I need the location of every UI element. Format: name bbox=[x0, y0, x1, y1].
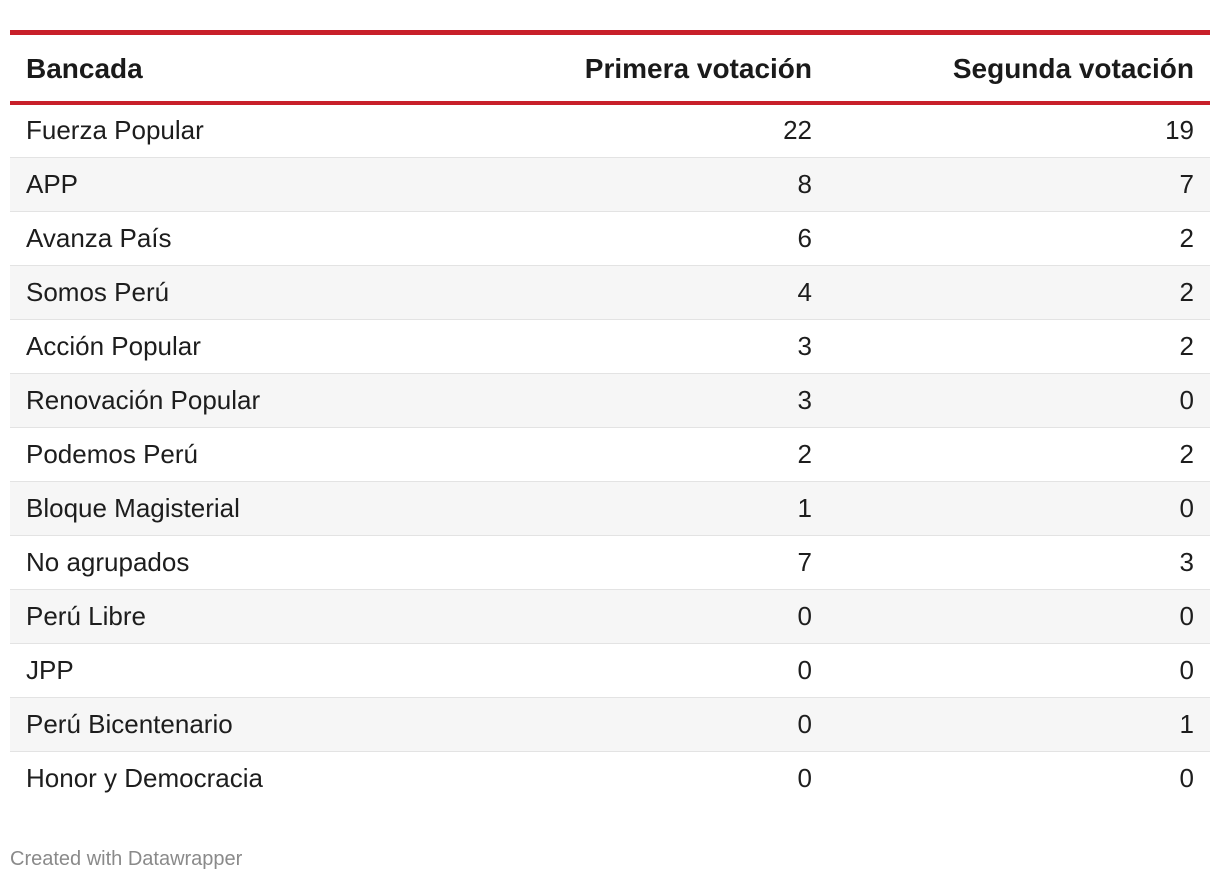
data-table: Bancada Primera votación Segunda votació… bbox=[10, 30, 1210, 805]
cell-bancada: Somos Perú bbox=[26, 276, 170, 307]
cell-bancada: Avanza País bbox=[26, 222, 172, 253]
table-row: No agrupados 7 3 bbox=[10, 535, 1210, 589]
cell-bancada: APP bbox=[26, 168, 79, 199]
cell-bancada: Fuerza Popular bbox=[26, 115, 204, 146]
cell-bancada: JPP bbox=[26, 654, 74, 685]
cell-bancada: Acción Popular bbox=[26, 330, 201, 361]
cell-segunda-votacion: 3 bbox=[1179, 546, 1194, 577]
cell-bancada: Renovación Popular bbox=[26, 384, 261, 415]
cell-primera-votacion: 3 bbox=[797, 330, 812, 361]
table-row: Bloque Magisterial 1 0 bbox=[10, 481, 1210, 535]
cell-bancada: Bloque Magisterial bbox=[26, 492, 240, 523]
cell-primera-votacion: 1 bbox=[797, 492, 812, 523]
cell-primera-votacion: 7 bbox=[797, 546, 812, 577]
cell-bancada: Perú Libre bbox=[26, 600, 146, 631]
datawrapper-credit: Created with Datawrapper bbox=[10, 848, 243, 870]
table-header: Bancada Primera votación Segunda votació… bbox=[10, 35, 1210, 103]
cell-segunda-votacion: 1 bbox=[1179, 708, 1194, 739]
table-row: Perú Bicentenario 0 1 bbox=[10, 697, 1210, 751]
cell-segunda-votacion: 2 bbox=[1179, 276, 1194, 307]
table-row: Avanza País 6 2 bbox=[10, 211, 1210, 265]
table-row: Acción Popular 3 2 bbox=[10, 319, 1210, 373]
table-row: Somos Perú 4 2 bbox=[10, 265, 1210, 319]
top-accent-rule bbox=[10, 30, 1210, 35]
votes-table: Bancada Primera votación Segunda votació… bbox=[10, 35, 1210, 805]
cell-segunda-votacion: 0 bbox=[1179, 384, 1194, 415]
cell-segunda-votacion: 0 bbox=[1179, 654, 1194, 685]
cell-segunda-votacion: 2 bbox=[1179, 438, 1194, 469]
cell-bancada: Honor y Democracia bbox=[26, 762, 263, 793]
cell-primera-votacion: 0 bbox=[797, 708, 812, 739]
cell-primera-votacion: 0 bbox=[797, 654, 812, 685]
cell-primera-votacion: 0 bbox=[797, 600, 812, 631]
cell-segunda-votacion: 7 bbox=[1179, 168, 1194, 199]
cell-primera-votacion: 2 bbox=[797, 438, 812, 469]
table-row: Perú Libre 0 0 bbox=[10, 589, 1210, 643]
header-bancada[interactable]: Bancada bbox=[26, 53, 143, 84]
cell-segunda-votacion: 0 bbox=[1179, 492, 1194, 523]
cell-primera-votacion: 6 bbox=[797, 222, 812, 253]
table-row: APP 8 7 bbox=[10, 157, 1210, 211]
cell-bancada: Perú Bicentenario bbox=[26, 708, 233, 739]
header-segunda-votacion[interactable]: Segunda votación bbox=[952, 53, 1194, 84]
table-row: Fuerza Popular 22 19 bbox=[10, 103, 1210, 157]
table-row: JPP 0 0 bbox=[10, 643, 1210, 697]
table-body: Fuerza Popular 22 19 APP 8 7 Avanza País 6 2 Somo… bbox=[10, 103, 1210, 805]
table-row: Honor y Democracia 0 0 bbox=[10, 751, 1210, 805]
cell-segunda-votacion: 0 bbox=[1179, 762, 1194, 793]
header-row: Bancada Primera votación Segunda votació… bbox=[10, 35, 1210, 103]
cell-primera-votacion: 4 bbox=[797, 276, 812, 307]
cell-segunda-votacion: 0 bbox=[1179, 600, 1194, 631]
header-primera-votacion[interactable]: Primera votación bbox=[584, 53, 812, 84]
cell-segunda-votacion: 19 bbox=[1165, 115, 1194, 146]
cell-bancada: Podemos Perú bbox=[26, 438, 198, 469]
cell-segunda-votacion: 2 bbox=[1179, 330, 1194, 361]
cell-primera-votacion: 0 bbox=[797, 762, 812, 793]
table-row: Podemos Perú 2 2 bbox=[10, 427, 1210, 481]
table-row: Renovación Popular 3 0 bbox=[10, 373, 1210, 427]
cell-segunda-votacion: 2 bbox=[1179, 222, 1194, 253]
cell-bancada: No agrupados bbox=[26, 546, 190, 577]
cell-primera-votacion: 8 bbox=[797, 168, 812, 199]
cell-primera-votacion: 3 bbox=[797, 384, 812, 415]
cell-primera-votacion: 22 bbox=[783, 115, 812, 146]
